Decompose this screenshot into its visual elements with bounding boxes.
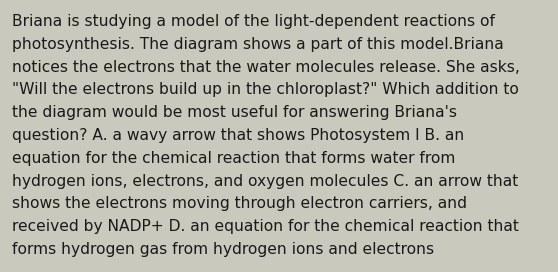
Text: Briana is studying a model of the light-dependent reactions of: Briana is studying a model of the light-…	[12, 14, 495, 29]
Text: notices the electrons that the water molecules release. She asks,: notices the electrons that the water mol…	[12, 60, 520, 75]
Text: hydrogen ions, electrons, and oxygen molecules C. an arrow that: hydrogen ions, electrons, and oxygen mol…	[12, 174, 518, 188]
Text: received by NADP+ D. an equation for the chemical reaction that: received by NADP+ D. an equation for the…	[12, 219, 519, 234]
Text: forms hydrogen gas from hydrogen ions and electrons: forms hydrogen gas from hydrogen ions an…	[12, 242, 434, 257]
Text: shows the electrons moving through electron carriers, and: shows the electrons moving through elect…	[12, 196, 467, 211]
Text: question? A. a wavy arrow that shows Photosystem I B. an: question? A. a wavy arrow that shows Pho…	[12, 128, 464, 143]
Text: photosynthesis. The diagram shows a part of this model.Briana: photosynthesis. The diagram shows a part…	[12, 37, 504, 52]
Text: the diagram would be most useful for answering Briana's: the diagram would be most useful for ans…	[12, 105, 457, 120]
Text: equation for the chemical reaction that forms water from: equation for the chemical reaction that …	[12, 151, 455, 166]
Text: "Will the electrons build up in the chloroplast?" Which addition to: "Will the electrons build up in the chlo…	[12, 82, 519, 97]
